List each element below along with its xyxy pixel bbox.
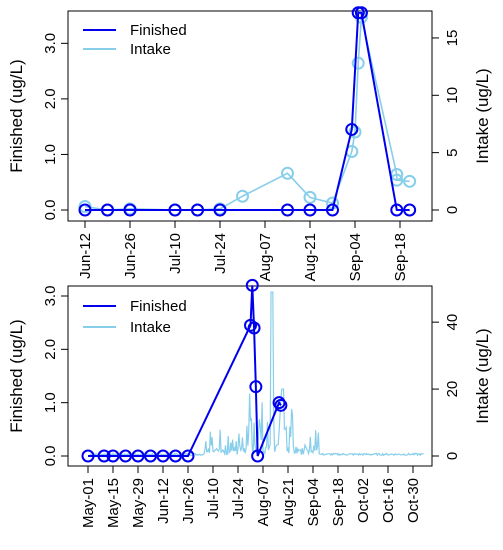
left-y-tick-label: 3.0 (42, 286, 59, 307)
bottom-left-y-axis: 0.0 1.0 2.0 3.0 (42, 286, 68, 467)
x-tick-label: Jul-10 (205, 478, 222, 519)
finished-point (123, 203, 137, 217)
finished-point (191, 203, 204, 217)
right-y-tick-label: 10 (444, 87, 461, 104)
right-y-tick-label: 5 (444, 148, 461, 156)
x-tick-label: Jun-12 (77, 233, 94, 279)
top-legend-finished-label: Finished (130, 22, 187, 39)
finished-point (354, 6, 368, 20)
right-y-tick-label: 0 (444, 206, 461, 214)
finished-point (156, 449, 170, 463)
bottom-legend-intake-label: Intake (130, 319, 171, 336)
top-y-left-label: Finished (ug/L) (7, 59, 26, 172)
top-legend-intake-label: Intake (130, 41, 171, 58)
x-tick-label: Sep-04 (347, 233, 364, 281)
finished-point (213, 203, 227, 217)
top-left-y-axis: 0.0 1.0 2.0 3.0 (42, 33, 68, 221)
finished-point (251, 449, 265, 463)
finished-point (281, 203, 294, 217)
finished-point (247, 321, 261, 335)
x-tick-label: May-15 (105, 478, 122, 528)
x-tick-label: Aug-07 (257, 233, 274, 281)
bottom-right-y-axis: 0 20 40 (432, 314, 461, 460)
finished-point (181, 449, 195, 463)
x-tick-label: Jun-26 (122, 233, 139, 279)
finished-point (245, 278, 259, 292)
left-y-tick-label: 3.0 (42, 33, 59, 54)
finished-point (345, 122, 359, 136)
finished-point (326, 203, 339, 217)
x-tick-label: Jun-26 (180, 478, 197, 524)
finished-point (249, 380, 263, 394)
finished-point (119, 449, 132, 463)
left-y-tick-label: 2.0 (42, 339, 59, 360)
bottom-y-right-label: Intake (ug/L) (473, 328, 492, 423)
x-tick-label: Jun-12 (155, 478, 172, 524)
x-tick-label: Aug-07 (255, 478, 272, 526)
finished-point (144, 449, 157, 463)
bottom-plot-frame (67, 285, 433, 467)
finished-point (106, 449, 120, 463)
finished-point (131, 449, 145, 463)
bottom-y-left-label: Finished (ug/L) (7, 319, 26, 432)
left-y-tick-label: 1.0 (42, 392, 59, 413)
finished-point (403, 203, 417, 217)
left-y-tick-label: 1.0 (42, 144, 59, 165)
left-y-tick-label: 0.0 (42, 200, 59, 221)
finished-point (101, 203, 114, 217)
x-tick-label: Aug-21 (280, 478, 297, 526)
x-tick-label: Sep-04 (305, 478, 322, 526)
x-tick-label: Jul-24 (230, 478, 247, 519)
top-y-right-label: Intake (ug/L) (473, 68, 492, 163)
x-tick-label: Jul-24 (212, 233, 229, 274)
intake-point (351, 56, 365, 70)
right-y-tick-label: 15 (444, 30, 461, 47)
x-tick-label: Oct-02 (355, 478, 372, 523)
finished-line (85, 11, 410, 211)
right-y-tick-label: 40 (444, 314, 461, 331)
x-tick-label: Oct-16 (380, 478, 397, 523)
finished-point (390, 203, 404, 217)
intake-point (303, 190, 317, 204)
top-legend: Finished Intake (83, 22, 187, 58)
bottom-finished-series (81, 278, 288, 463)
x-tick-label: May-01 (80, 478, 97, 528)
x-tick-label: Jul-10 (167, 233, 184, 274)
top-right-y-axis: 0 5 10 15 (432, 30, 461, 214)
x-tick-label: Aug-21 (302, 233, 319, 281)
intake-point (281, 166, 294, 180)
x-tick-label: Sep-18 (330, 478, 347, 526)
finished-point (274, 398, 288, 412)
intake-point (236, 189, 249, 203)
x-tick-label: Oct-30 (405, 478, 422, 523)
bottom-legend: Finished Intake (83, 298, 187, 336)
bottom-x-axis: May-01 May-15 May-29 Jun-12 Jun-26 Jul-10 Jul-… (80, 466, 422, 528)
intake-point (348, 125, 362, 139)
intake-point (403, 174, 417, 188)
finished-point (169, 449, 182, 463)
right-y-tick-label: 0 (444, 452, 461, 460)
finished-point (81, 449, 95, 463)
left-y-tick-label: 2.0 (42, 88, 59, 109)
x-tick-label: May-29 (130, 478, 147, 528)
bottom-legend-finished-label: Finished (130, 298, 187, 315)
finished-point (168, 203, 182, 217)
finished-point (97, 449, 111, 463)
top-x-axis: Jun-12 Jun-26 Jul-10 Jul-24 Aug-07 Aug-21 Sep-… (77, 221, 409, 281)
right-y-tick-label: 20 (444, 381, 461, 398)
x-tick-label: Sep-18 (392, 233, 409, 281)
finished-point (303, 203, 317, 217)
bottom-chart: 0.0 1.0 2.0 3.0 0 20 40 May-01 May-15 May-29 Jun… (7, 278, 492, 528)
top-plot-frame (67, 10, 433, 222)
left-y-tick-label: 0.0 (42, 446, 59, 467)
top-finished-series (78, 6, 417, 217)
finished-point (78, 203, 92, 217)
